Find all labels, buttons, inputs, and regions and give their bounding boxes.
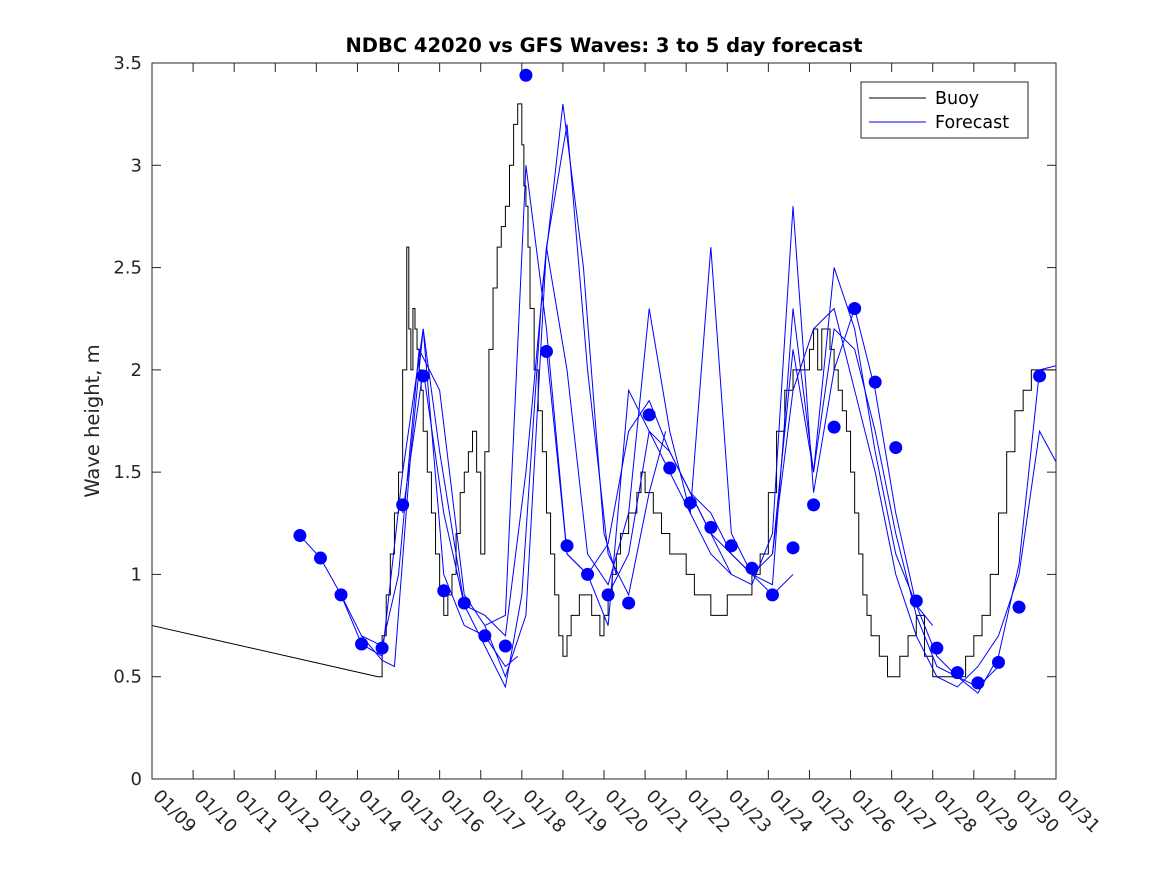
forecast-marker (622, 596, 636, 610)
forecast-marker (539, 344, 553, 358)
forecast-marker (396, 498, 410, 512)
forecast-marker (765, 588, 779, 602)
forecast-marker (950, 666, 964, 680)
forecast-marker (683, 496, 697, 510)
forecast-marker (416, 369, 430, 383)
forecast-markers (293, 68, 1047, 690)
y-axis-label: Wave height, m (81, 344, 104, 497)
plot-area (152, 63, 1056, 779)
forecast-series (299, 103, 1057, 694)
y-tick-labels: 0 0.5 1 1.5 2 2.5 3 3.5 (113, 53, 142, 790)
forecast-marker (663, 461, 677, 475)
y-tick-label: 2 (131, 360, 142, 381)
legend: Buoy Forecast (860, 81, 1029, 139)
legend-buoy-label: Buoy (935, 89, 979, 109)
y-tick-label: 3.5 (113, 53, 142, 74)
y-tick-label: 1 (131, 564, 142, 585)
forecast-marker (560, 539, 574, 553)
forecast-marker (971, 676, 985, 690)
forecast-marker (478, 629, 492, 643)
y-tick-label: 1.5 (113, 462, 142, 483)
forecast-marker (704, 520, 718, 534)
forecast-marker (807, 498, 821, 512)
forecast-marker (437, 584, 451, 598)
forecast-marker (786, 541, 800, 555)
forecast-marker (313, 551, 327, 565)
forecast-marker (889, 441, 903, 455)
forecast-marker (868, 375, 882, 389)
legend-forecast-label: Forecast (935, 113, 1009, 133)
forecast-marker (355, 637, 369, 651)
forecast-marker (724, 539, 738, 553)
legend-box (860, 81, 1029, 139)
forecast-run-line (402, 247, 732, 637)
buoy-line-segment (151, 625, 379, 678)
forecast-marker (334, 588, 348, 602)
y-tick-label: 2.5 (113, 258, 142, 279)
forecast-marker (848, 301, 862, 315)
forecast-marker (1033, 369, 1047, 383)
forecast-run-line (689, 327, 999, 688)
forecast-marker (909, 594, 923, 608)
axis-ticks (151, 62, 1057, 780)
forecast-marker (827, 420, 841, 434)
chart-title: NDBC 42020 vs GFS Waves: 3 to 5 day fore… (345, 34, 862, 57)
y-tick-label: 0.5 (113, 667, 142, 688)
forecast-marker (930, 641, 944, 655)
forecast-marker (642, 408, 656, 422)
y-tick-label: 3 (131, 155, 142, 176)
forecast-marker (293, 529, 307, 543)
y-tick-label: 0 (131, 769, 142, 790)
forecast-marker (1012, 600, 1026, 614)
forecast-run-line (340, 103, 617, 689)
forecast-run-line (607, 247, 934, 626)
forecast-marker (375, 641, 389, 655)
forecast-marker (498, 639, 512, 653)
forecast-marker (745, 561, 759, 575)
forecast-marker (601, 588, 615, 602)
forecast-marker (991, 655, 1005, 669)
forecast-marker (457, 596, 471, 610)
forecast-marker (519, 68, 533, 82)
forecast-marker (581, 567, 595, 581)
